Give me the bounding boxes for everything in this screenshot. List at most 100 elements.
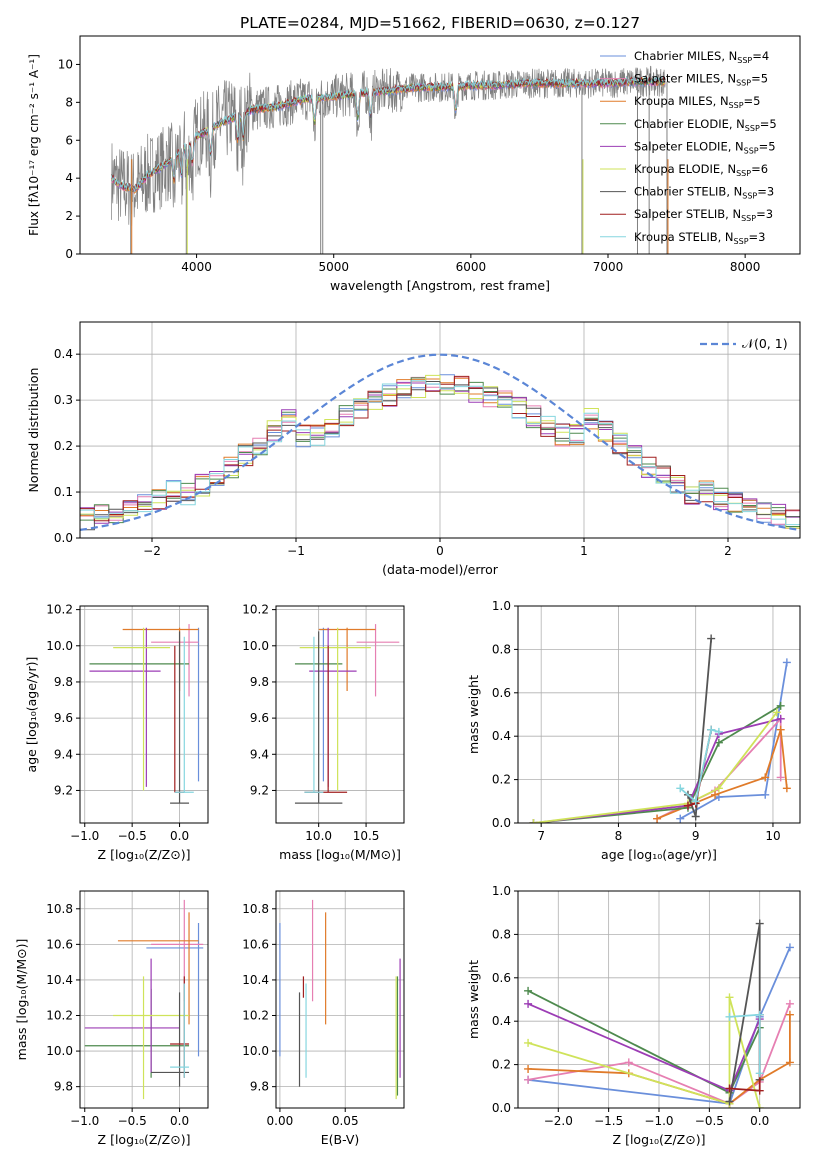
point-marker-kroupa_elodie <box>725 993 734 1002</box>
x-tick-label: 10.5 <box>353 829 380 843</box>
legend-label: Kroupa MILES, NSSP=5 <box>634 94 760 110</box>
point-marker-chabrier_elodie <box>714 738 723 747</box>
x-tick-label: 10.0 <box>305 829 332 843</box>
y-tick-label: 10.0 <box>46 639 73 653</box>
x-tick-label: 0.0 <box>750 1114 769 1128</box>
axes-frame <box>79 605 209 824</box>
y-axis-label: Flux [fλ10⁻¹⁷ erg cm⁻² s⁻¹ A⁻¹] <box>27 54 41 236</box>
panel-mass_vs_Z: −1.0 −0.5 0.0 9.8 10.0 10.2 10.4 10.6 10.8 Z [log… <box>14 890 209 1147</box>
panel-spectrum: 4000 5000 6000 7000 8000 0 2 4 6 8 10 wavelength [A… <box>27 35 801 293</box>
point-marker-kroupa_stelib <box>676 784 685 793</box>
y-tick-label: 0.1 <box>54 485 73 499</box>
panel-massweight_vs_age: 7 8 9 10 0.0 0.2 0.4 0.6 0.8 1.0 age [log₁₀(age/yr… <box>466 599 801 862</box>
y-tick-label: 1.0 <box>492 599 511 613</box>
point-marker-kroupa_elodie <box>772 708 781 717</box>
legend-label: Salpeter STELIB, NSSP=3 <box>634 207 773 223</box>
x-axis-label: wavelength [Angstrom, rest frame] <box>330 278 550 293</box>
point-marker-kroupa_miles <box>782 784 791 793</box>
legend-label: Kroupa ELODIE, NSSP=6 <box>634 162 768 178</box>
y-tick-label: 9.6 <box>54 711 73 725</box>
point-marker-kroupa_miles <box>761 773 770 782</box>
x-axis-label: Z [log₁₀(Z/Z⊙)] <box>98 847 191 862</box>
axes-frame <box>79 890 209 1109</box>
y-axis-label: mass weight <box>466 675 481 754</box>
panel-age_vs_mass: 10.0 10.5 9.2 9.4 9.6 9.8 10.0 10.2 mass [log₁₀(… <box>242 603 405 862</box>
x-tick-label: −0.5 <box>118 829 147 843</box>
point-marker-kroupa_stelib <box>707 725 716 734</box>
point-marker-kroupa_miles <box>785 1058 794 1067</box>
figure-title: PLATE=0284, MJD=51662, FIBERID=0630, z=0… <box>240 14 640 32</box>
x-tick-label: −1.0 <box>70 829 99 843</box>
x-axis-label: (data-model)/error <box>382 562 499 577</box>
y-tick-label: 9.4 <box>54 747 73 761</box>
point-marker-kroupa_stelib <box>714 727 723 736</box>
x-axis-label: Z [log₁₀(Z/Z⊙)] <box>613 1132 706 1147</box>
point-marker-kroupa_elodie <box>714 784 723 793</box>
point-marker-kroupa_miles <box>653 814 662 823</box>
legend-label: Chabrier ELODIE, NSSP=5 <box>634 117 777 133</box>
y-tick-label: 0.0 <box>54 531 73 545</box>
point-marker-kroupa_elodie <box>529 819 538 823</box>
point-marker-salpeter_stelib <box>683 801 692 810</box>
x-tick-label: 2 <box>724 544 732 558</box>
point-marker-salpeter_stelib <box>725 1084 734 1093</box>
legend-label: Salpeter MILES, NSSP=5 <box>634 72 768 88</box>
point-marker-kroupa_elodie <box>755 1104 764 1108</box>
y-tick-label: 10.4 <box>242 973 269 987</box>
point-marker-kroupa_stelib <box>725 1012 734 1021</box>
panel-massweight_vs_Z: −2.0 −1.5 −1.0 −0.5 0.0 0.0 0.2 0.4 0.6 0.8 1.0 Z [… <box>466 884 801 1147</box>
point-marker-chabrier_elodie <box>776 701 785 710</box>
y-tick-label: 10.0 <box>46 1044 73 1058</box>
point-marker-chabrier_stelib <box>707 634 716 643</box>
legend-label: Kroupa STELIB, NSSP=3 <box>634 230 765 246</box>
panel-mass_vs_EBV: 0.00 0.05 9.8 10.0 10.2 10.4 10.6 10.8 E(B-V) <box>242 890 405 1147</box>
point-marker-salpeter_miles <box>524 1075 533 1084</box>
y-tick-label: 9.8 <box>250 675 269 689</box>
point-marker-kroupa_miles <box>711 790 720 799</box>
point-marker-kroupa_stelib <box>755 1010 764 1019</box>
legend-label: Chabrier MILES, NSSP=4 <box>634 49 769 65</box>
point-marker-salpeter_miles <box>785 999 794 1008</box>
x-tick-label: −0.5 <box>695 1114 724 1128</box>
x-tick-label: 5000 <box>318 260 349 274</box>
y-axis-label: age [log₁₀(age/yr)] <box>24 657 39 773</box>
y-tick-label: 0.8 <box>492 927 511 941</box>
point-marker-chabrier_miles <box>761 790 770 799</box>
y-tick-label: 0.4 <box>54 347 73 361</box>
y-tick-label: 0.6 <box>492 971 511 985</box>
series-line-chabrier_stelib <box>687 638 713 817</box>
y-tick-label: 0.6 <box>492 686 511 700</box>
x-tick-label: 0.05 <box>332 1114 359 1128</box>
point-marker-kroupa_miles <box>776 725 785 734</box>
y-axis-label: mass [log₁₀(M/M⊙)] <box>14 939 29 1061</box>
point-marker-chabrier_elodie <box>524 986 533 995</box>
legend: Chabrier MILES, NSSP=4 Salpeter MILES, NS… <box>600 49 777 246</box>
axes-frame <box>517 605 801 824</box>
x-tick-label: 1 <box>580 544 588 558</box>
y-tick-label: 9.8 <box>54 675 73 689</box>
y-tick-label: 9.2 <box>54 783 73 797</box>
x-axis-label: E(B-V) <box>321 1132 360 1147</box>
point-marker-chabrier_stelib <box>691 812 700 821</box>
x-tick-label: −1.5 <box>594 1114 623 1128</box>
series-line-kroupa_stelib <box>679 728 720 803</box>
point-marker-chabrier_stelib <box>725 1097 734 1106</box>
y-tick-label: 10 <box>58 57 73 71</box>
x-tick-label: −1 <box>287 544 305 558</box>
x-axis-label: Z [log₁₀(Z/Z⊙)] <box>98 1132 191 1147</box>
axes-frame <box>79 35 801 255</box>
legend-label: Chabrier STELIB, NSSP=3 <box>634 185 774 201</box>
plot-area <box>279 899 401 1100</box>
y-tick-label: 0.3 <box>54 393 73 407</box>
plot-area <box>111 65 669 254</box>
y-tick-label: 9.2 <box>250 783 269 797</box>
y-tick-label: 9.6 <box>250 711 269 725</box>
x-tick-label: −0.5 <box>118 1114 147 1128</box>
y-axis-label: Normed distribution <box>26 368 41 493</box>
plot-area <box>529 634 791 823</box>
panel-residuals: −2 −1 0 1 2 0.0 0.1 0.2 0.3 0.4 (data-model)/error… <box>26 321 801 577</box>
y-tick-label: 0 <box>65 247 73 261</box>
model-fit-line-kroupa_stelib <box>111 75 666 193</box>
point-marker-kroupa_stelib <box>755 1069 764 1078</box>
